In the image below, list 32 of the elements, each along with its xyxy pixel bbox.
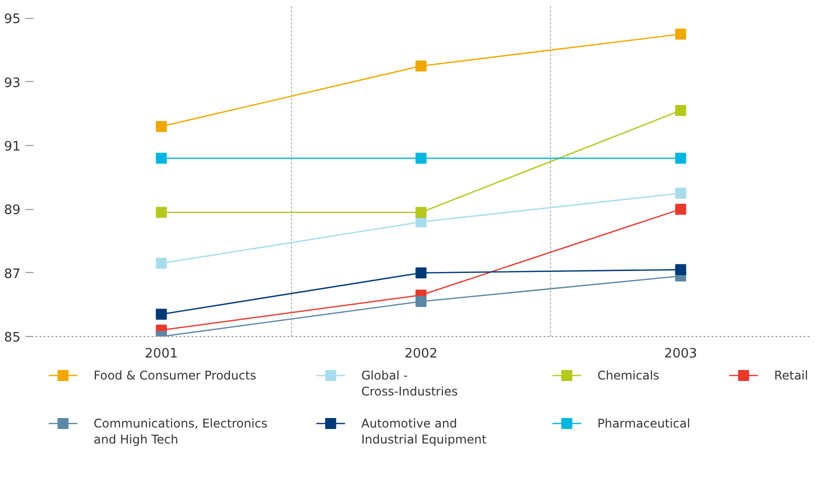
- point: [675, 152, 686, 164]
- y-tick-label: 85: [4, 330, 21, 346]
- point: [416, 267, 426, 278]
- point: [416, 296, 426, 307]
- point: [416, 60, 426, 72]
- x-tick-label: 2003: [664, 346, 698, 362]
- y-tick-label: 91: [4, 140, 21, 155]
- legend-label: Food & Consumer Products: [94, 368, 256, 382]
- point: [675, 264, 686, 276]
- point: [675, 28, 686, 40]
- x-tick-label: 2002: [404, 346, 438, 362]
- point: [416, 152, 426, 164]
- legend-label: Chemicals: [597, 368, 660, 382]
- legend-label: Retail: [774, 368, 808, 382]
- x-tick-label: 2001: [144, 346, 178, 362]
- point: [675, 105, 686, 116]
- point: [156, 258, 167, 269]
- y-tick-label: 89: [4, 203, 21, 218]
- y-tick-label: 93: [4, 76, 21, 91]
- point: [156, 120, 167, 132]
- legend-label: Communications, Electronics and High Tech: [94, 416, 268, 447]
- point: [156, 308, 167, 320]
- point: [416, 206, 426, 218]
- point: [156, 152, 167, 164]
- y-tick-label: 95: [4, 12, 21, 28]
- legend-label: Automotive and Industrial Equipment: [361, 416, 487, 447]
- y-tick-label: 87: [4, 266, 21, 282]
- legend-label: Global - Cross-Industries: [361, 368, 458, 399]
- legend-label: Pharmaceutical: [597, 416, 690, 430]
- point: [675, 204, 686, 215]
- point: [675, 188, 686, 199]
- point: [156, 206, 167, 218]
